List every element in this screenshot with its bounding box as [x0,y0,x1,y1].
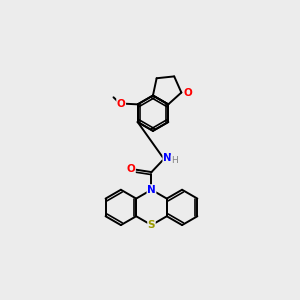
Text: O: O [127,164,135,174]
Text: O: O [117,99,125,109]
Text: N: N [163,153,172,163]
Text: N: N [147,185,156,195]
Text: O: O [184,88,192,98]
Text: H: H [171,155,178,164]
Text: S: S [148,220,155,230]
